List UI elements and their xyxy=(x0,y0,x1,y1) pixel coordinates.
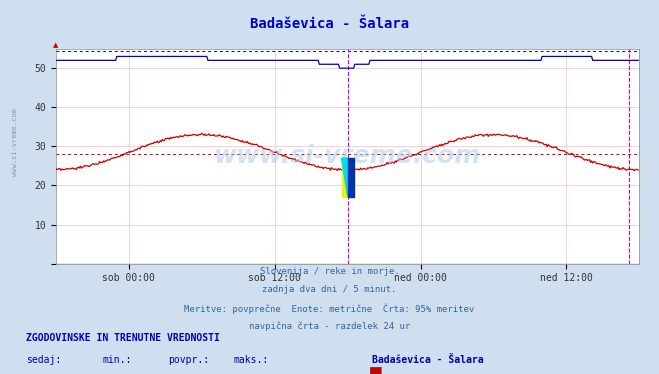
Text: ▲: ▲ xyxy=(53,43,59,49)
Text: www.si-vreme.com: www.si-vreme.com xyxy=(214,144,481,168)
Text: maks.:: maks.: xyxy=(234,355,269,365)
Text: Badaševica - Šalara: Badaševica - Šalara xyxy=(372,355,484,365)
Polygon shape xyxy=(341,158,348,197)
Text: Meritve: povprečne  Enote: metrične  Črta: 95% meritev: Meritve: povprečne Enote: metrične Črta:… xyxy=(185,303,474,314)
Text: ZGODOVINSKE IN TRENUTNE VREDNOSTI: ZGODOVINSKE IN TRENUTNE VREDNOSTI xyxy=(26,333,220,343)
Text: sedaj:: sedaj: xyxy=(26,355,61,365)
Text: Badaševica - Šalara: Badaševica - Šalara xyxy=(250,17,409,31)
Text: min.:: min.: xyxy=(102,355,132,365)
Text: povpr.:: povpr.: xyxy=(168,355,209,365)
Bar xyxy=(348,158,354,197)
Bar xyxy=(341,158,354,197)
Text: navpična črta - razdelek 24 ur: navpična črta - razdelek 24 ur xyxy=(249,321,410,331)
Text: Slovenija / reke in morje.: Slovenija / reke in morje. xyxy=(260,267,399,276)
Text: www.si-vreme.com: www.si-vreme.com xyxy=(12,108,18,176)
Text: zadnja dva dni / 5 minut.: zadnja dva dni / 5 minut. xyxy=(262,285,397,294)
